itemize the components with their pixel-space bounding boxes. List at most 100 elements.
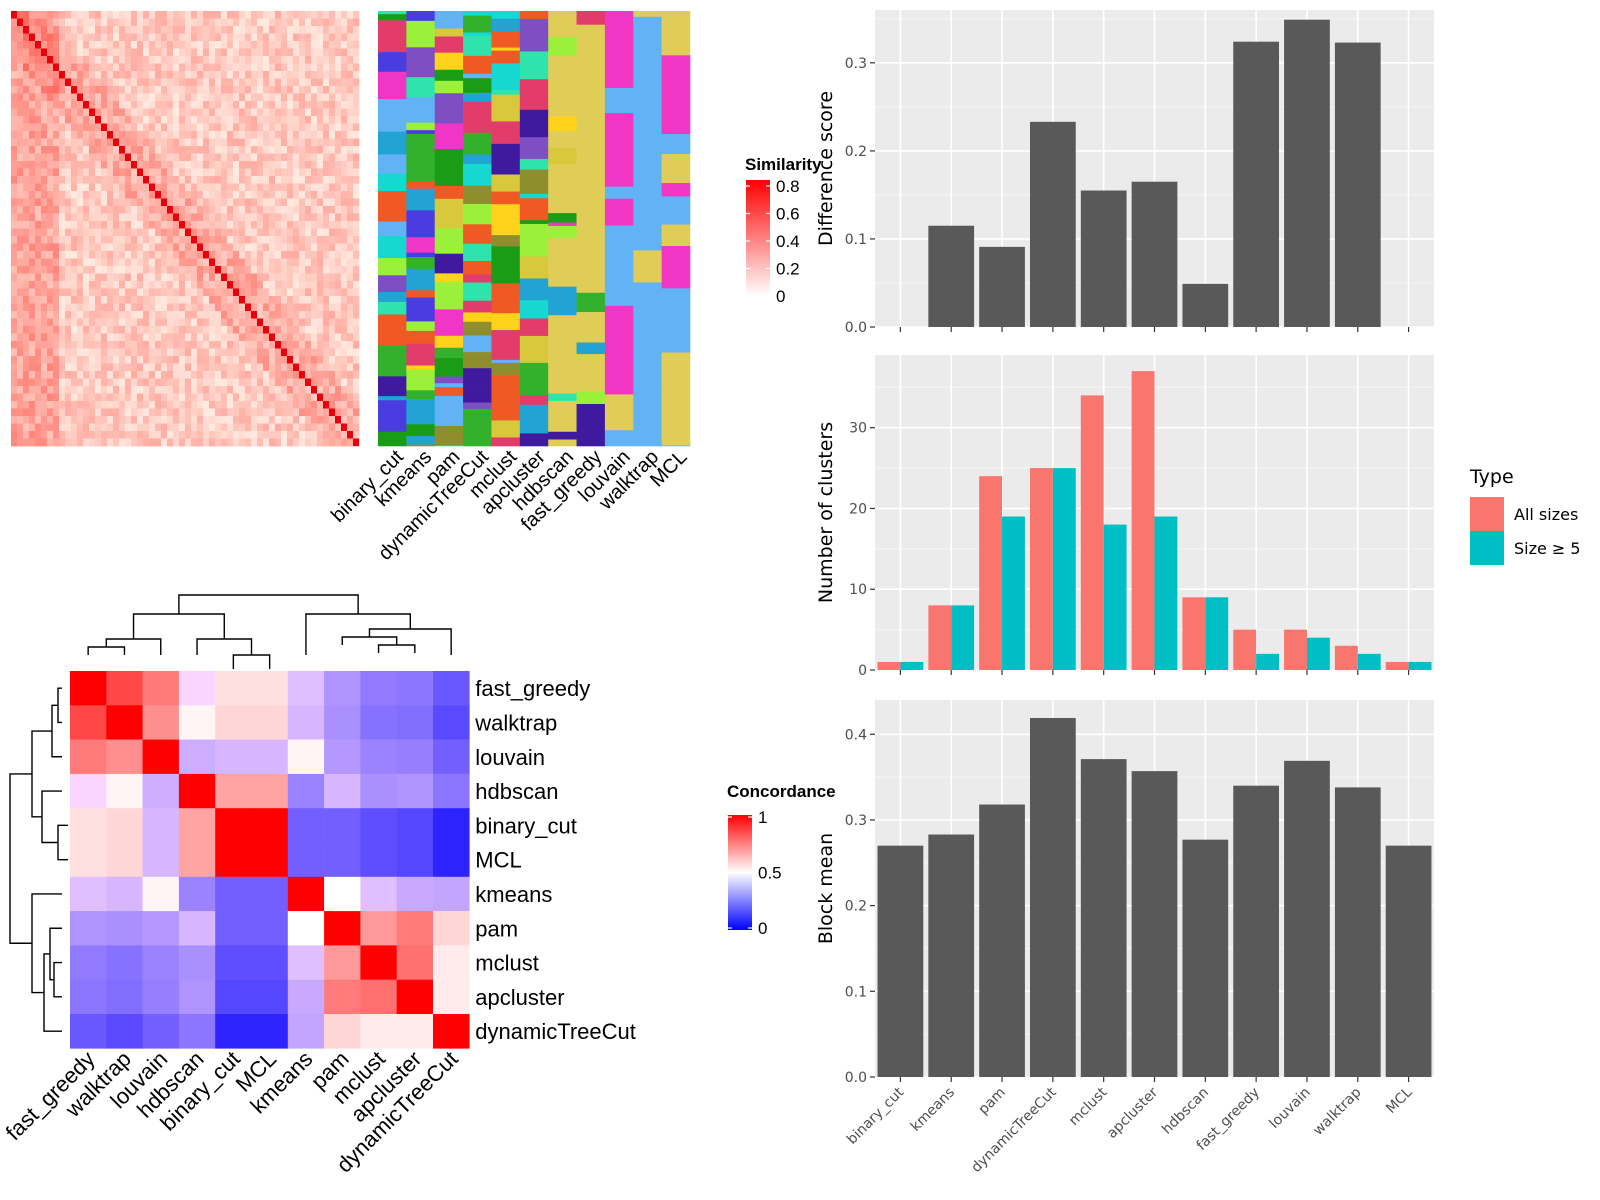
similarity-cell: [179, 341, 186, 349]
similarity-cell: [191, 206, 198, 214]
similarity-cell: [185, 311, 192, 319]
similarity-cell: [83, 153, 90, 162]
similarity-cell: [155, 333, 162, 342]
similarity-cell: [65, 438, 72, 447]
similarity-cell: [29, 108, 36, 117]
similarity-cell: [287, 213, 294, 222]
similarity-cell: [215, 371, 222, 379]
similarity-cell: [305, 86, 312, 94]
similarity-cell: [47, 251, 54, 259]
similarity-cell: [131, 108, 138, 117]
similarity-cell: [341, 146, 348, 154]
similarity-cell: [113, 11, 120, 19]
similarity-cell: [131, 303, 138, 312]
similarity-cell: [329, 401, 336, 409]
similarity-cell: [221, 191, 228, 199]
similarity-cell: [251, 26, 258, 34]
similarity-cell: [209, 86, 216, 94]
similarity-cell: [155, 363, 162, 372]
similarity-cell: [353, 258, 360, 267]
similarity-cell: [53, 371, 60, 379]
similarity-cell: [317, 93, 324, 102]
similarity-cell: [341, 386, 348, 394]
similarity-cell: [221, 161, 228, 169]
similarity-diagonal-cell: [233, 288, 239, 296]
similarity-cell: [245, 131, 252, 139]
similarity-cell: [323, 423, 330, 432]
similarity-cell: [269, 71, 276, 79]
similarity-cell: [23, 281, 30, 289]
similarity-cell: [125, 296, 132, 304]
similarity-cell: [17, 26, 24, 34]
similarity-cell: [83, 386, 90, 394]
concordance-column-dendrogram: [87, 594, 452, 669]
similarity-cell: [311, 236, 318, 244]
similarity-cell: [245, 48, 252, 57]
similarity-cell: [47, 93, 54, 102]
bar: [1182, 597, 1206, 670]
similarity-cell: [107, 348, 114, 357]
similarity-cell: [245, 18, 252, 27]
similarity-diagonal-cell: [167, 206, 173, 214]
track-segment: [378, 345, 407, 377]
similarity-cell: [317, 266, 324, 274]
similarity-cell: [239, 191, 246, 199]
similarity-cell: [329, 101, 336, 109]
similarity-cell: [203, 176, 210, 184]
similarity-cell: [353, 71, 360, 79]
similarity-cell: [221, 26, 228, 34]
similarity-cell: [257, 138, 264, 147]
similarity-cell: [107, 198, 114, 207]
similarity-cell: [245, 161, 252, 169]
track-segment: [491, 174, 521, 192]
similarity-cell: [71, 146, 78, 154]
similarity-cell: [335, 288, 342, 297]
similarity-cell: [239, 363, 246, 372]
similarity-cell: [77, 86, 84, 94]
similarity-cell: [101, 206, 108, 214]
similarity-cell: [353, 243, 360, 252]
similarity-cell: [59, 378, 66, 387]
similarity-cell: [47, 131, 54, 139]
similarity-cell: [65, 41, 72, 49]
similarity-cell: [299, 206, 306, 214]
track-segment: [406, 130, 436, 135]
similarity-cell: [23, 153, 30, 162]
similarity-cell: [29, 11, 36, 19]
similarity-cell: [11, 236, 18, 244]
similarity-cell: [329, 266, 336, 274]
similarity-cell: [149, 363, 156, 372]
bar: [1385, 661, 1409, 670]
similarity-cell: [209, 123, 216, 132]
similarity-cell: [239, 348, 246, 357]
track-segment: [491, 18, 521, 32]
similarity-cell: [323, 138, 330, 147]
similarity-cell: [53, 123, 60, 132]
similarity-cell: [131, 48, 138, 57]
similarity-cell: [47, 296, 54, 304]
similarity-cell: [305, 183, 312, 192]
similarity-cell: [269, 288, 276, 297]
similarity-cell: [233, 416, 240, 424]
similarity-cell: [119, 221, 126, 229]
similarity-cell: [83, 378, 90, 387]
similarity-cell: [17, 341, 24, 349]
similarity-cell: [293, 243, 300, 252]
similarity-cell: [155, 326, 162, 334]
similarity-cell: [311, 318, 318, 327]
similarity-cell: [53, 356, 60, 364]
similarity-cell: [143, 393, 150, 402]
similarity-cell: [131, 378, 138, 387]
similarity-cell: [173, 423, 180, 432]
similarity-cell: [125, 243, 132, 252]
similarity-diagonal-cell: [23, 26, 29, 34]
similarity-cell: [305, 386, 312, 394]
similarity-cell: [149, 11, 156, 19]
similarity-cell: [191, 258, 198, 267]
similarity-cell: [227, 26, 234, 34]
similarity-cell: [155, 183, 162, 192]
similarity-cell: [83, 206, 90, 214]
similarity-cell: [215, 326, 222, 334]
similarity-cell: [293, 131, 300, 139]
similarity-cell: [101, 438, 108, 447]
